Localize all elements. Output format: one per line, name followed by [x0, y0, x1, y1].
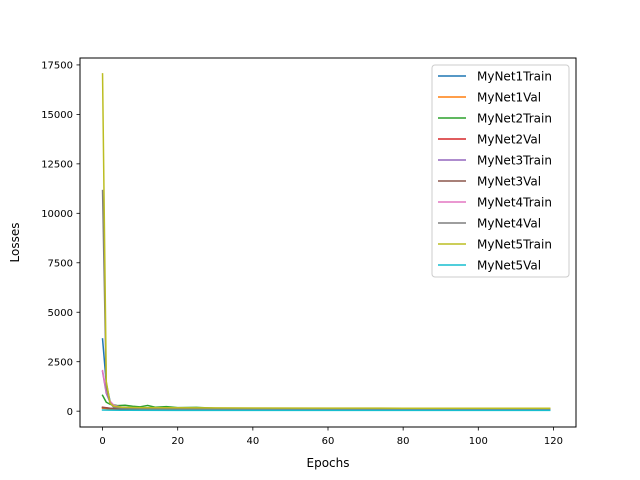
legend-item-MyNet1Val: MyNet1Val [438, 91, 541, 105]
x-tick-label: 60 [322, 436, 335, 447]
legend-label: MyNet1Val [477, 91, 541, 105]
legend-label: MyNet4Train [477, 196, 552, 210]
legend-label: MyNet3Train [477, 154, 552, 168]
x-tick-label: 100 [469, 436, 488, 447]
x-tick-label: 120 [544, 436, 563, 447]
y-axis-label: Losses [8, 223, 22, 263]
y-tick-label: 5000 [48, 308, 73, 319]
legend-item-MyNet5Val: MyNet5Val [438, 259, 541, 273]
legend-item-MyNet3Train: MyNet3Train [438, 154, 552, 168]
x-tick-label: 80 [397, 436, 410, 447]
legend-label: MyNet2Train [477, 112, 552, 126]
legend-label: MyNet4Val [477, 217, 541, 231]
y-tick-label: 7500 [48, 258, 73, 269]
legend-label: MyNet5Train [477, 238, 552, 252]
legend-item-MyNet4Train: MyNet4Train [438, 196, 552, 210]
legend-item-MyNet5Train: MyNet5Train [438, 238, 552, 252]
y-tick-label: 12500 [41, 159, 73, 170]
legend-item-MyNet4Val: MyNet4Val [438, 217, 541, 231]
legend-item-MyNet3Val: MyNet3Val [438, 175, 541, 189]
series-layer [101, 73, 551, 412]
x-axis-ticks: 0 20 40 60 80 100 120 [99, 427, 563, 447]
series-line-MyNet5Train [101, 73, 551, 409]
y-axis-ticks: 0 2500 5000 7500 10000 12500 15000 17500 [41, 61, 80, 418]
legend-label: MyNet1Train [477, 70, 552, 84]
legend-label: MyNet5Val [477, 259, 541, 273]
legend-frame [431, 64, 570, 278]
x-tick-label: 0 [99, 436, 105, 447]
legend-item-MyNet2Train: MyNet2Train [438, 112, 552, 126]
y-tick-label: 17500 [41, 61, 73, 72]
x-tick-label: 40 [246, 436, 259, 447]
legend-item-MyNet2Val: MyNet2Val [438, 133, 541, 147]
legend-item-MyNet1Train: MyNet1Train [438, 70, 552, 84]
legend-label: MyNet3Val [477, 175, 541, 189]
legend-label: MyNet2Val [477, 133, 541, 147]
y-tick-label: 0 [67, 407, 73, 418]
x-tick-label: 20 [171, 436, 184, 447]
legend: MyNet1Train MyNet1Val MyNet2Train MyNet2Val… [431, 64, 570, 278]
x-axis-label: Epochs [307, 456, 350, 470]
y-tick-label: 2500 [48, 357, 73, 368]
y-tick-label: 10000 [41, 209, 73, 220]
y-tick-label: 15000 [41, 110, 73, 121]
